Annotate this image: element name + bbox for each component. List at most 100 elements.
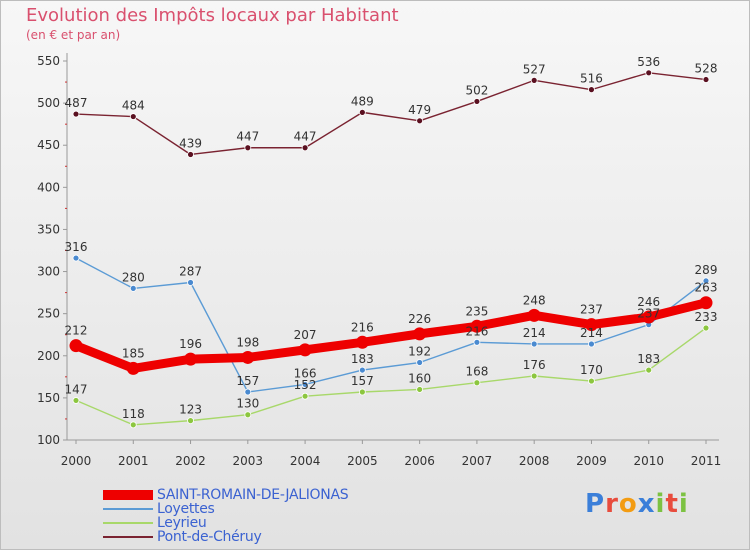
data-label-loyettes: 214 [580,326,603,340]
data-point-loyettes [244,388,252,396]
chart-data-labels: 487 484 439 447 447 489 479 502 527 516 536 528 316 2… [65,55,718,421]
legend-label-loyettes: Loyettes [157,501,215,517]
data-label-loyettes: 280 [122,270,145,284]
y-tick-label: 500 [37,96,60,110]
data-point-leyrieu [301,392,309,400]
logo-letter: i [678,489,689,519]
series-line-pont-de-cheruy [75,72,707,156]
data-label-saint-romain-de-jalionas: 185 [122,346,145,360]
data-label-pont-de-cheruy: 536 [637,55,660,69]
data-point-loyettes [72,254,80,262]
data-label-pont-de-cheruy: 447 [236,130,259,144]
data-point-saint-romain-de-jalionas [699,296,713,310]
data-point-saint-romain-de-jalionas [642,310,656,324]
data-point-leyrieu [244,411,252,419]
data-label-leyrieu: 123 [179,403,202,417]
data-point-loyettes [530,340,538,348]
chart-subtitle: (en € et par an) [26,28,121,42]
y-tick-label: 100 [37,433,60,447]
data-point-loyettes [187,279,194,286]
data-point-pont-de-cheruy [301,144,309,152]
y-tick-label: 400 [37,180,60,194]
x-tick-label: 2001 [118,454,149,468]
x-tick-label: 2002 [175,454,206,468]
data-label-leyrieu: 118 [122,407,145,421]
data-label-pont-de-cheruy: 502 [465,83,488,97]
proxiti-logo: Proxiti [585,489,689,519]
data-point-pont-de-cheruy [702,76,710,83]
x-tick-label: 2010 [633,454,664,468]
y-tick-label: 550 [37,54,60,68]
y-tick-label: 200 [37,349,60,363]
data-point-pont-de-cheruy [72,110,80,118]
data-point-leyrieu [416,386,424,393]
data-label-pont-de-cheruy: 516 [580,72,603,86]
chart-series [69,69,713,429]
data-label-loyettes: 237 [637,307,660,321]
data-label-saint-romain-de-jalionas: 212 [65,324,88,338]
data-label-loyettes: 289 [695,263,718,277]
data-label-pont-de-cheruy: 439 [179,136,202,150]
data-label-leyrieu: 170 [580,363,603,377]
data-point-saint-romain-de-jalionas [126,361,140,375]
x-tick-label: 2007 [462,454,493,468]
series-leyrieu [72,324,710,429]
legend-swatch-saint-romain [103,490,153,500]
data-point-pont-de-cheruy [645,69,653,77]
data-label-leyrieu: 152 [294,378,317,392]
x-tick-label: 2006 [404,454,435,468]
series-line-saint-romain-de-jalionas [71,298,711,373]
data-label-leyrieu: 160 [408,371,431,385]
data-label-leyrieu: 183 [637,352,660,366]
data-label-saint-romain-de-jalionas: 198 [236,335,259,349]
legend-label-leyrieu: Leyrieu [157,515,207,531]
data-label-pont-de-cheruy: 528 [695,62,718,76]
data-label-loyettes: 216 [465,324,488,338]
legend-swatch-pont-de-cheruy [103,536,153,538]
logo-letter: o [618,489,638,519]
logo-letter: P [585,489,606,519]
logo-letter: r [605,489,619,519]
data-point-loyettes [473,338,481,346]
data-label-loyettes: 316 [65,240,88,254]
logo-letter: x [637,489,656,519]
x-tick-label: 2011 [691,454,722,468]
data-point-loyettes [301,381,309,388]
y-tick-label: 350 [37,222,60,236]
data-point-saint-romain-de-jalionas [584,318,598,332]
data-point-loyettes [358,366,366,374]
data-point-saint-romain-de-jalionas [184,352,198,366]
data-label-leyrieu: 176 [523,358,546,372]
data-point-saint-romain-de-jalionas [413,327,427,341]
y-tick-label: 150 [37,391,60,405]
chart-title: Evolution des Impôts locaux par Habitant [26,5,399,26]
data-point-leyrieu [72,397,80,404]
data-point-leyrieu [645,366,653,374]
y-tick-label: 250 [37,307,60,321]
data-point-saint-romain-de-jalionas [527,308,541,322]
data-point-leyrieu [129,421,137,429]
x-tick-label: 2000 [61,454,92,468]
x-tick-label: 2004 [290,454,321,468]
series-loyettes [72,254,710,396]
data-label-pont-de-cheruy: 487 [65,96,88,110]
data-label-leyrieu: 157 [351,374,374,388]
data-label-pont-de-cheruy: 447 [294,130,317,144]
legend-label-pont-de-cheruy: Pont-de-Chéruy [157,529,262,545]
data-point-saint-romain-de-jalionas [241,350,255,364]
data-label-loyettes: 287 [179,265,202,279]
legend-label-saint-romain: SAINT-ROMAIN-DE-JALIONAS [157,487,349,503]
legend-swatch-leyrieu [103,522,153,524]
series-line-leyrieu [75,327,707,426]
data-point-saint-romain-de-jalionas [298,343,312,357]
data-point-saint-romain-de-jalionas [69,339,83,353]
y-tick-label: 300 [37,265,60,279]
data-point-pont-de-cheruy [244,144,252,152]
data-point-pont-de-cheruy [473,98,481,105]
data-point-pont-de-cheruy [129,113,137,120]
data-label-leyrieu: 130 [236,397,259,411]
data-point-pont-de-cheruy [358,108,366,116]
data-point-leyrieu [358,388,366,396]
data-point-leyrieu [530,372,538,380]
